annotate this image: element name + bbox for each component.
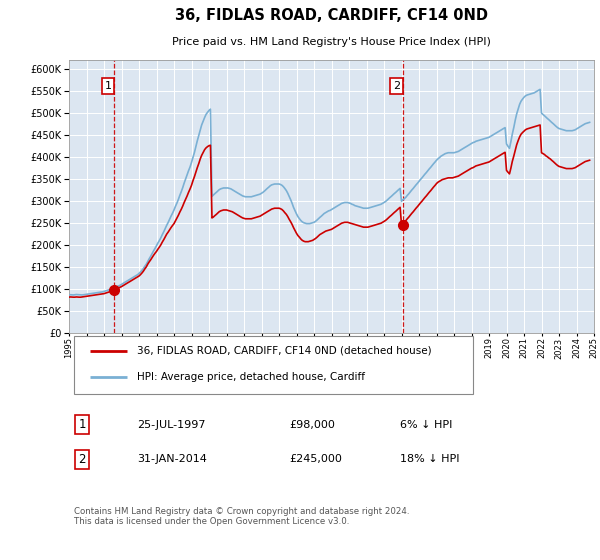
Text: 31-JAN-2014: 31-JAN-2014 [137,454,207,464]
Text: 18% ↓ HPI: 18% ↓ HPI [400,454,459,464]
Text: 36, FIDLAS ROAD, CARDIFF, CF14 0ND (detached house): 36, FIDLAS ROAD, CARDIFF, CF14 0ND (deta… [137,346,432,356]
Text: Price paid vs. HM Land Registry's House Price Index (HPI): Price paid vs. HM Land Registry's House … [172,37,491,47]
Text: 1: 1 [79,418,86,431]
Text: 36, FIDLAS ROAD, CARDIFF, CF14 0ND: 36, FIDLAS ROAD, CARDIFF, CF14 0ND [175,8,488,24]
FancyBboxPatch shape [74,336,473,394]
Text: 25-JUL-1997: 25-JUL-1997 [137,419,206,430]
Text: £245,000: £245,000 [290,454,343,464]
Text: 2: 2 [79,453,86,466]
Text: HPI: Average price, detached house, Cardiff: HPI: Average price, detached house, Card… [137,372,365,382]
Text: 6% ↓ HPI: 6% ↓ HPI [400,419,452,430]
Text: 2: 2 [393,81,400,91]
Text: £98,000: £98,000 [290,419,335,430]
Text: 1: 1 [104,81,112,91]
Text: Contains HM Land Registry data © Crown copyright and database right 2024.
This d: Contains HM Land Registry data © Crown c… [74,507,410,526]
